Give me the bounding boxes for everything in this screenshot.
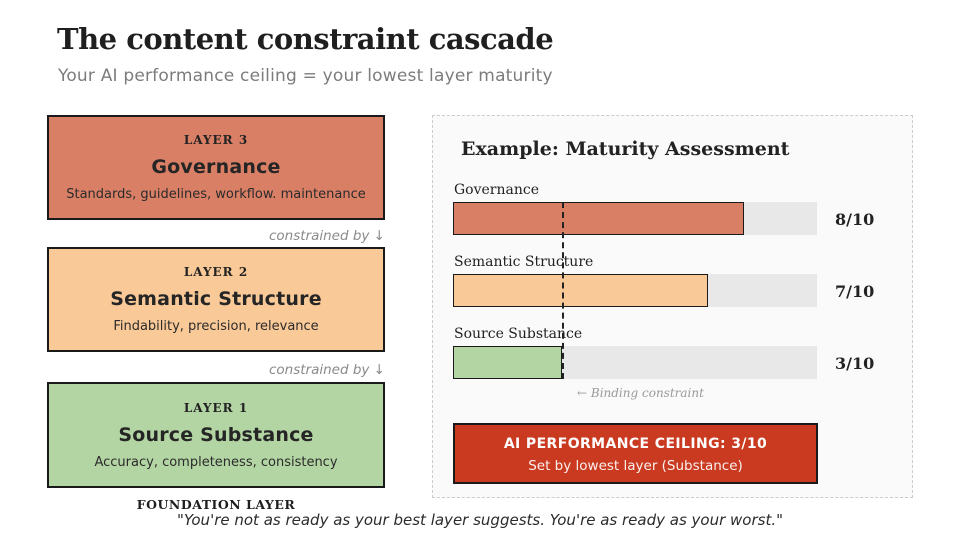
page-subtitle: Your AI performance ceiling = your lowes…	[58, 66, 553, 86]
ceiling-subline: Set by lowest layer (Substance)	[528, 458, 743, 474]
foundation-layer-label: FOUNDATION LAYER	[136, 497, 296, 512]
layer-box-source-substance: LAYER 1 Source Substance Accuracy, compl…	[47, 382, 385, 488]
page-title: The content constraint cascade	[57, 22, 554, 56]
constrained-by-label: constrained by ↓	[268, 228, 385, 244]
bar-fill-governance	[453, 202, 745, 235]
bar-track-source-substance	[453, 346, 817, 379]
layer-tag: LAYER 1	[183, 400, 249, 415]
layer-description: Standards, guidelines, workflow. mainten…	[66, 187, 366, 202]
bar-fill-source-substance	[453, 346, 563, 379]
bar-label-governance: Governance	[454, 182, 540, 198]
layer-description: Findability, precision, relevance	[113, 319, 319, 334]
constrained-by-label: constrained by ↓	[268, 362, 385, 378]
layer-tag: LAYER 3	[183, 133, 249, 147]
bar-score-semantic-structure: 7/10	[835, 282, 875, 301]
footer-quote: "You're not as ready as your best layer …	[176, 511, 784, 529]
bar-track-governance	[453, 202, 817, 235]
assessment-panel: Example: Maturity Assessment Governance …	[432, 115, 913, 498]
bar-label-semantic-structure: Semantic Structure	[454, 254, 594, 270]
assessment-title: Example: Maturity Assessment	[461, 138, 790, 160]
ceiling-headline: AI PERFORMANCE CEILING: 3/10	[503, 436, 768, 452]
bar-score-source-substance: 3/10	[835, 354, 875, 373]
bar-fill-semantic-structure	[453, 274, 708, 307]
layer-box-semantic-structure: LAYER 2 Semantic Structure Findability, …	[47, 247, 385, 352]
binding-constraint-line	[562, 202, 564, 379]
layer-description: Accuracy, completeness, consistency	[94, 454, 338, 470]
binding-constraint-label: ← Binding constraint	[577, 386, 704, 400]
bar-label-source-substance: Source Substance	[454, 326, 583, 342]
layer-tag: LAYER 2	[183, 265, 249, 279]
layer-name: Governance	[151, 156, 281, 178]
bar-track-semantic-structure	[453, 274, 817, 307]
performance-ceiling-banner: AI PERFORMANCE CEILING: 3/10 Set by lowe…	[453, 423, 818, 484]
bar-score-governance: 8/10	[835, 210, 875, 229]
layer-name: Source Substance	[118, 423, 314, 446]
layer-name: Semantic Structure	[110, 288, 322, 310]
layer-box-governance: LAYER 3 Governance Standards, guidelines…	[47, 115, 385, 220]
